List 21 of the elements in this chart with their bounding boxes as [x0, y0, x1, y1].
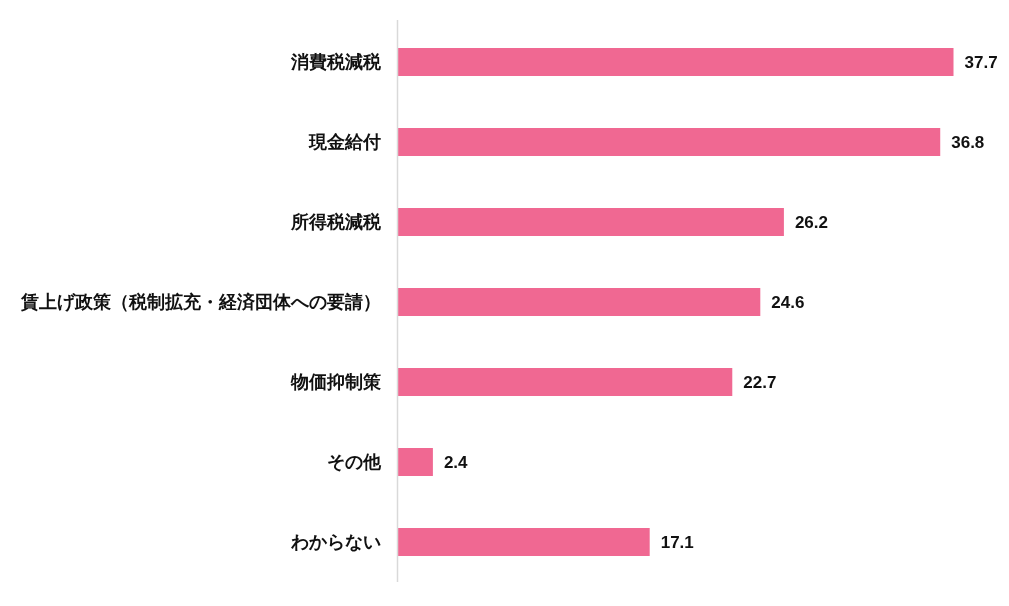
bar	[397, 528, 650, 556]
data-label: 26.2	[794, 212, 828, 232]
data-label: 17.1	[660, 532, 694, 552]
y-tick-label: 所得税減税	[289, 212, 382, 232]
bar	[397, 128, 941, 156]
y-tick-label: 現金給付	[307, 132, 381, 152]
bar	[397, 368, 733, 396]
y-tick-label: わからない	[289, 532, 381, 552]
data-label: 2.4	[443, 452, 469, 472]
data-label: 37.7	[964, 52, 998, 72]
data-label: 22.7	[743, 372, 777, 392]
data-label: 24.6	[771, 292, 805, 312]
bar	[397, 48, 954, 76]
y-tick-label: 物価抑制策	[289, 372, 381, 392]
bar	[397, 448, 433, 476]
data-label: 36.8	[951, 132, 985, 152]
y-tick-label: 消費税減税	[289, 52, 382, 72]
y-tick-label: その他	[326, 452, 382, 472]
bar	[397, 208, 784, 236]
y-tick-label: 賃上げ政策（税制拡充・経済団体への要請）	[19, 292, 381, 312]
bar	[397, 288, 761, 316]
